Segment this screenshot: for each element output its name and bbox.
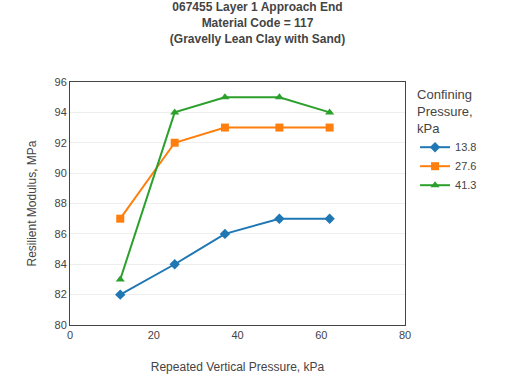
svg-text:90: 90 [55, 167, 67, 179]
svg-text:40: 40 [231, 329, 243, 341]
svg-text:96: 96 [55, 76, 67, 88]
svg-text:0: 0 [67, 329, 73, 341]
svg-text:92: 92 [55, 137, 67, 149]
svg-text:86: 86 [55, 228, 67, 240]
svg-text:27.6: 27.6 [455, 160, 476, 172]
svg-text:84: 84 [55, 258, 67, 270]
svg-text:20: 20 [148, 329, 160, 341]
svg-text:88: 88 [55, 197, 67, 209]
svg-text:94: 94 [55, 106, 67, 118]
svg-text:82: 82 [55, 288, 67, 300]
svg-text:41.3: 41.3 [455, 179, 476, 191]
svg-text:067455 Layer 1 Approach EndMat: 067455 Layer 1 Approach EndMaterial Code… [170, 0, 345, 45]
svg-text:60: 60 [315, 329, 327, 341]
svg-text:Resilient Modulus, MPa: Resilient Modulus, MPa [25, 140, 39, 266]
svg-text:80: 80 [55, 319, 67, 331]
svg-text:13.8: 13.8 [455, 141, 476, 153]
svg-text:Repeated Vertical Pressure, kP: Repeated Vertical Pressure, kPa [151, 360, 325, 374]
svg-text:ConfiningPressure,kPa: ConfiningPressure,kPa [417, 87, 473, 136]
svg-text:80: 80 [399, 329, 411, 341]
